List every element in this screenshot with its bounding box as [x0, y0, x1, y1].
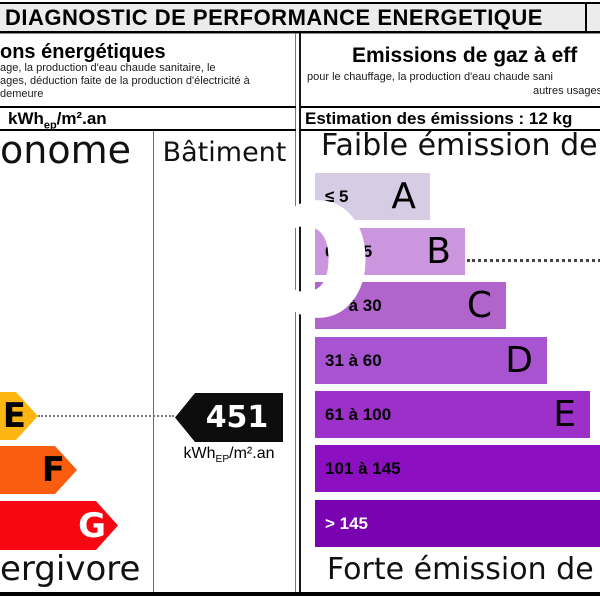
ges-bar-e: 61 à 100 E	[315, 391, 590, 438]
ges-bar-g: > 145 G	[315, 500, 600, 547]
unit-suffix: /m².an	[229, 445, 275, 462]
energy-panel: ons énergétiques age, la production d'ea…	[0, 33, 296, 592]
energy-class-arrow-g: G	[0, 501, 118, 550]
ges-class-letter: E	[553, 393, 576, 435]
unit-band-top-border	[0, 106, 296, 108]
estimation-band-label: Estimation des émissions : 12 kg	[305, 109, 573, 128]
left-panel-right-border	[295, 33, 296, 592]
right-panel-left-border	[299, 33, 301, 592]
column-divider	[153, 131, 154, 592]
document-header: DIAGNOSTIC DE PERFORMANCE ENERGETIQUE	[0, 2, 600, 33]
ges-panel: Emissions de gaz à eff pour le chauffage…	[301, 33, 600, 592]
scale-high-emission-label: Forte émission de	[327, 552, 594, 587]
ges-bar-b: 6 à 15 B	[315, 228, 465, 275]
energy-description-line: ages, déduction faite de la production d…	[0, 75, 250, 87]
ges-class-letter: A	[391, 175, 416, 217]
ges-bar-f: 101 à 145 F	[315, 445, 600, 492]
ges-bar-d: 31 à 60 D	[315, 337, 547, 384]
energy-panel-title: ons énergétiques	[0, 41, 166, 63]
unit-prefix: kWh	[183, 445, 216, 462]
ges-range-label: 101 à 145	[325, 458, 401, 478]
scale-energy-intensive-label: ergivore	[0, 549, 141, 589]
energy-class-arrow-f: F	[0, 446, 77, 494]
ges-range-label: 61 à 100	[325, 404, 392, 424]
energy-description-line: demeure	[0, 88, 44, 100]
unit-subscript: EP	[215, 454, 230, 466]
energy-class-letter: F	[41, 450, 65, 490]
ges-class-letter: B	[426, 230, 451, 272]
estimation-band-top-border	[301, 106, 600, 108]
ges-range-label: > 145	[325, 513, 369, 533]
ges-range-label: 6 à 15	[325, 241, 373, 261]
ges-range-label: ≤ 5	[325, 186, 349, 206]
ges-range-label: 16 à 30	[325, 295, 382, 315]
ges-value-leader-line	[467, 259, 600, 262]
unit-subscript: ep	[43, 119, 57, 132]
scale-economical-label: onome	[0, 128, 131, 172]
energy-class-letter: G	[78, 505, 106, 546]
energy-value-arrow: 451	[175, 393, 283, 442]
ges-panel-title: Emissions de gaz à eff	[352, 44, 578, 67]
scale-low-emission-label: Faible émission de	[321, 128, 598, 163]
energy-value: 451	[205, 400, 269, 435]
building-column-header: Bâtiment	[162, 137, 287, 168]
page-bottom-border	[0, 592, 600, 596]
energy-class-letter: E	[2, 396, 26, 436]
energy-value-unit: kWhEP/m².an	[172, 445, 286, 465]
ges-class-letter: D	[505, 339, 533, 381]
ges-range-label: 31 à 60	[325, 350, 382, 370]
unit-prefix: kWh	[8, 109, 44, 128]
energy-description-line: age, la production d'eau chaude sanitair…	[0, 62, 216, 74]
unit-suffix: /m².an	[56, 109, 107, 128]
document-title: DIAGNOSTIC DE PERFORMANCE ENERGETIQUE	[5, 4, 543, 30]
ges-bar-c: 16 à 30 C	[315, 282, 506, 329]
ges-class-letter: C	[466, 284, 492, 326]
header-right-border	[585, 2, 587, 31]
unit-band-label: kWhep/m².an	[8, 109, 107, 131]
unit-band-bottom-border	[0, 129, 296, 131]
ges-description-line: pour le chauffage, la production d'eau c…	[307, 71, 553, 83]
energy-class-arrow-e: E	[0, 392, 38, 440]
estimation-band-bottom-border	[301, 129, 600, 131]
ges-description-line: autres usages	[533, 85, 600, 97]
ges-bar-a: ≤ 5 A	[315, 173, 430, 220]
energy-value-leader-line	[38, 415, 174, 417]
